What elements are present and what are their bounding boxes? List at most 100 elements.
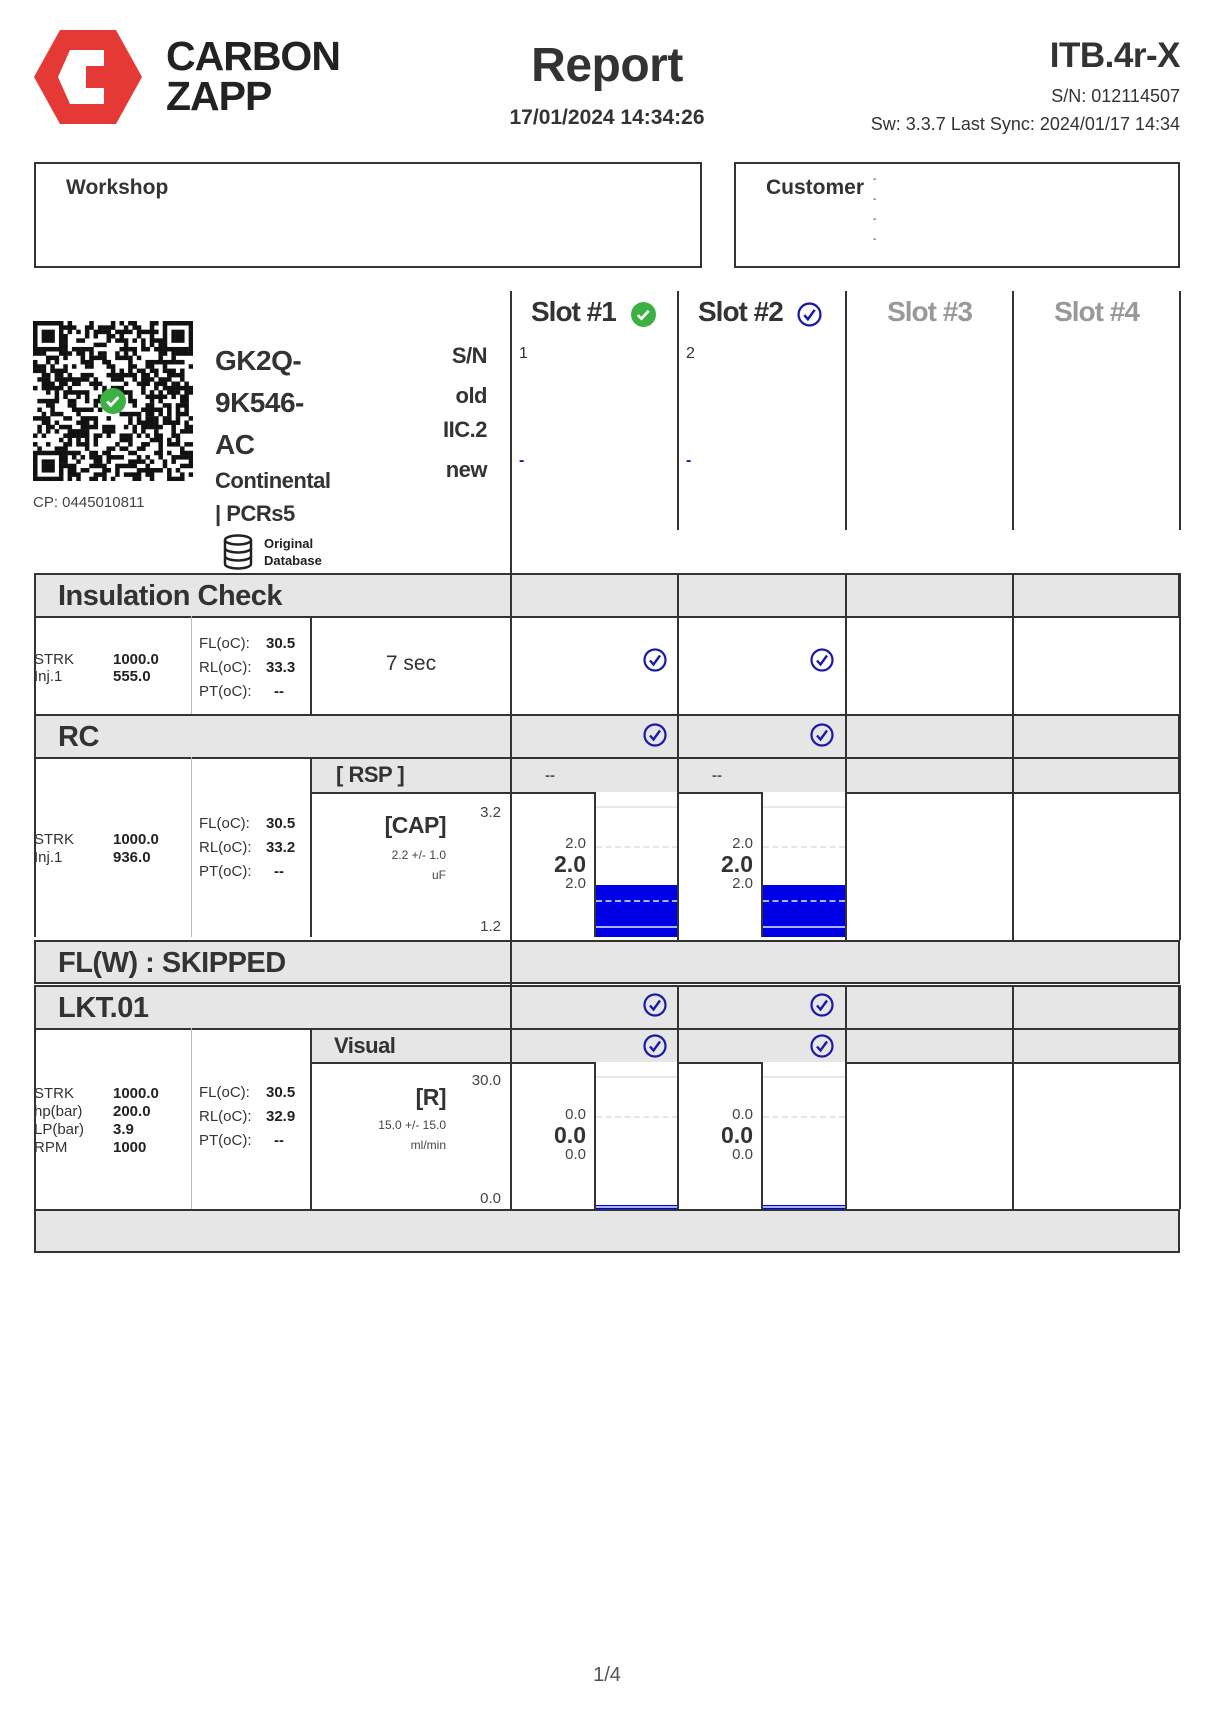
page-number: 1/4 — [593, 1664, 621, 1686]
param-label: hp(bar) — [34, 1103, 83, 1120]
rsp-row: [ RSP ] -- -- — [310, 757, 1180, 794]
param-label: Inj.1 — [34, 849, 63, 866]
temp-label: RL(oC): — [199, 1108, 252, 1125]
measure-name: [R] — [415, 1084, 447, 1110]
rc-measure-cell: 3.2 [CAP] 2.2 +/- 1.0 uF 1.2 — [311, 792, 511, 937]
scale-min: 0.0 — [480, 1190, 501, 1207]
insulation-header: Insulation Check — [34, 573, 1180, 618]
rc-slot-1-check-icon — [643, 723, 667, 747]
device-name: ITB.4r-X — [1049, 36, 1181, 75]
brand-name: CARBON ZAPP — [166, 36, 341, 119]
value-solid-line — [763, 1206, 845, 1208]
slot-1-sn: 1 — [519, 345, 528, 362]
value-top: 0.0 — [565, 1105, 586, 1123]
value-main: 2.0 — [554, 850, 586, 877]
report-datetime: 17/01/2024 14:34:26 — [509, 106, 705, 129]
param-value: 936.0 — [113, 849, 151, 866]
sn-label: S/N — [451, 343, 488, 368]
value-bottom: 2.0 — [565, 874, 586, 892]
tolerance-line — [596, 1116, 678, 1118]
customer-box: Customer - - - - — [734, 162, 1180, 268]
slot-2-sn: 2 — [686, 345, 695, 362]
param-label: STRK — [34, 651, 75, 668]
param-value: 1000.0 — [113, 831, 159, 848]
param-value: 1000 — [113, 1139, 147, 1156]
value-bottom: 2.0 — [732, 874, 753, 892]
value-solid-line — [763, 926, 845, 928]
value-bottom: 0.0 — [565, 1145, 586, 1163]
lkt-title: LKT.01 — [58, 992, 149, 1024]
param-value: 200.0 — [113, 1103, 151, 1120]
param-label: STRK — [34, 831, 75, 848]
value-dashed-line — [596, 900, 678, 902]
tolerance-line — [763, 846, 845, 848]
database-line: Database — [264, 553, 322, 568]
customer-label: Customer — [766, 176, 865, 199]
code-line: GK2Q- — [215, 345, 302, 376]
temp-label: PT(oC): — [199, 863, 252, 880]
brand-line2: ZAPP — [166, 73, 272, 119]
measure-name: [CAP] — [384, 812, 447, 838]
slot-1-check-filled-icon — [631, 302, 656, 327]
temp-label: PT(oC): — [199, 1132, 252, 1149]
param-label: LP(bar) — [34, 1121, 85, 1138]
temp-value: -- — [274, 863, 284, 880]
lkt-slot-1-check-icon — [643, 993, 667, 1017]
slot-2-lkt-cell: 0.0 0.0 0.0 — [678, 1062, 845, 1209]
temp-label: FL(oC): — [199, 815, 250, 832]
temp-label: RL(oC): — [199, 839, 252, 856]
cp-number: CP: 0445010811 — [33, 494, 145, 511]
customer-details: - - - - — [873, 170, 876, 250]
slot-4-header: Slot #4 — [1054, 296, 1140, 327]
database-label: Original Database — [264, 535, 322, 569]
slot-2-rc-cell: 2.0 2.0 2.0 — [678, 792, 845, 937]
temp-value: -- — [274, 1132, 284, 1149]
old-label: old — [455, 383, 488, 408]
rc-temps: FL(oC): 30.5 RL(oC): 33.2 PT(oC): -- — [199, 812, 295, 884]
value-solid-line — [596, 926, 678, 928]
slot-1-lkt-cell: 0.0 0.0 0.0 — [511, 1062, 678, 1209]
value-fill — [596, 1205, 678, 1209]
scale-max-line — [763, 1076, 845, 1078]
scale-max-line — [763, 806, 845, 808]
rc-params: STRK 1000.0 Inj.1 936.0 — [34, 831, 159, 867]
tolerance-line — [596, 846, 678, 848]
slot-1-header: Slot #1 — [531, 296, 617, 327]
value-bar — [594, 1062, 678, 1209]
flw-header: FL(W) : SKIPPED — [34, 940, 1180, 984]
value-fill — [763, 1205, 845, 1209]
value-solid-line — [596, 1206, 678, 1208]
param-value: 3.9 — [113, 1121, 134, 1138]
summary-bar — [34, 1209, 1180, 1253]
maker-line: | PCRs5 — [215, 501, 295, 526]
insulation-duration: 7 sec — [385, 652, 437, 675]
measure-spec: 2.2 +/- 1.0 — [391, 848, 446, 862]
visual-label: Visual — [334, 1033, 396, 1058]
flw-title: FL(W) : SKIPPED — [58, 947, 286, 979]
rsp-label: [ RSP ] — [336, 762, 405, 787]
temp-value: 30.5 — [266, 1084, 296, 1101]
value-main: 2.0 — [721, 850, 753, 877]
value-bar — [761, 1062, 845, 1209]
temp-label: PT(oC): — [199, 683, 252, 700]
visual-slot-2-check-icon — [810, 1034, 834, 1058]
scale-max: 3.2 — [480, 804, 501, 821]
customer-line: - — [873, 174, 877, 185]
slot-2-header: Slot #2 — [698, 296, 784, 327]
iic-label: IIC.2 — [443, 417, 487, 442]
sn-labels: S/N old IIC.2 new — [443, 343, 487, 483]
insulation-slot-2-check-icon — [810, 648, 834, 672]
value-top: 2.0 — [732, 834, 753, 852]
code-line: AC — [215, 429, 255, 460]
value-fill — [596, 885, 678, 937]
lkt-params: STRK 1000.0 hp(bar) 200.0 LP(bar) 3.9 RPM 10… — [34, 1085, 159, 1157]
workshop-box: Workshop — [34, 162, 702, 268]
software-info: Sw: 3.3.7 Last Sync: 2024/01/17 14:34 — [870, 114, 1180, 134]
device-serial: S/N: 012114507 — [1051, 86, 1180, 106]
customer-line: - — [873, 234, 877, 245]
scale-max-line — [596, 1076, 678, 1078]
verified-check-icon — [100, 388, 126, 414]
value-main: 0.0 — [721, 1121, 753, 1148]
rc-title: RC — [58, 721, 99, 753]
tolerance-line — [763, 1116, 845, 1118]
